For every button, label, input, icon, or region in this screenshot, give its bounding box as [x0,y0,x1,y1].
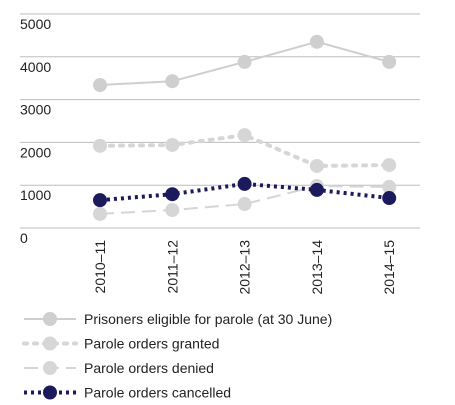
x-tick-label: 2011–12 [164,240,180,294]
legend-label: Parole orders denied [84,360,214,376]
legend-marker [43,336,57,351]
legend-marker [43,312,57,326]
legend-label: Prisoners eligible for parole (at 30 Jun… [84,311,332,327]
point [93,138,107,153]
point [93,78,107,93]
point [382,191,397,206]
point [237,176,252,191]
point [309,34,324,49]
point [93,193,107,208]
y-tick-label: 0 [20,230,28,246]
legend-label: Parole orders granted [84,336,219,352]
point [382,179,397,194]
series-line [99,185,390,215]
point [309,158,324,173]
x-tick-label: 2014–15 [381,240,397,295]
x-tick-label: 2010–11 [92,240,108,294]
y-tick-label: 1000 [20,187,51,203]
y-tick-label: 5000 [20,16,51,32]
series-line [98,133,392,168]
point [237,197,252,212]
point [382,54,397,69]
point [309,182,324,197]
point [237,54,252,69]
legend-marker [43,361,57,375]
point [165,74,180,89]
legend-label: Parole orders cancelled [84,385,231,401]
point [93,206,107,221]
point [237,128,252,143]
point [165,187,180,202]
y-tick-label: 3000 [20,102,51,118]
legend-marker [43,385,57,400]
y-tick-label: 2000 [20,144,51,160]
point [382,158,397,173]
y-tick-label: 4000 [20,59,51,75]
point [165,137,180,152]
x-tick-label: 2013–14 [309,240,325,295]
point [165,203,180,218]
x-tick-label: 2012–13 [237,240,253,295]
